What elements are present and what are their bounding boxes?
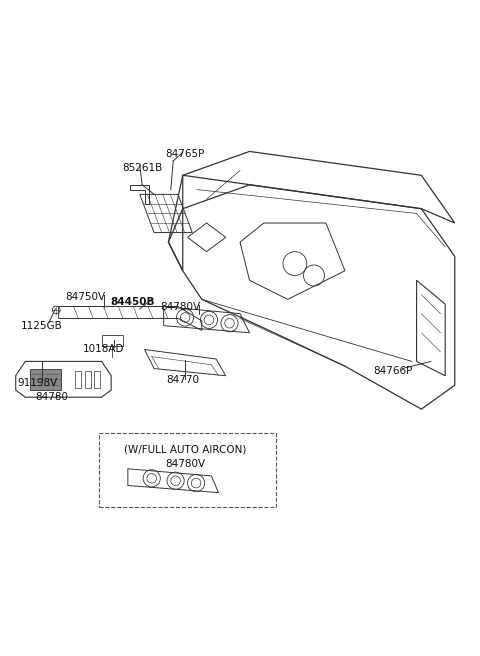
Text: 1018AD: 1018AD bbox=[83, 344, 125, 354]
Text: 1125GB: 1125GB bbox=[21, 321, 63, 331]
Bar bbox=[75, 371, 81, 388]
Bar bbox=[30, 369, 61, 390]
Text: 91198V: 91198V bbox=[17, 378, 57, 388]
Text: 84780V: 84780V bbox=[160, 302, 201, 312]
Text: 85261B: 85261B bbox=[122, 163, 162, 173]
Text: 84450B: 84450B bbox=[110, 297, 155, 307]
Text: 84780: 84780 bbox=[35, 392, 68, 402]
Text: 84750V: 84750V bbox=[65, 292, 105, 302]
Text: 84780V: 84780V bbox=[165, 459, 205, 469]
Text: 84765P: 84765P bbox=[166, 149, 205, 159]
Text: 84766P: 84766P bbox=[373, 366, 412, 376]
Text: 84770: 84770 bbox=[166, 375, 199, 386]
Bar bbox=[95, 371, 100, 388]
Bar bbox=[85, 371, 91, 388]
Text: (W/FULL AUTO AIRCON): (W/FULL AUTO AIRCON) bbox=[124, 445, 246, 455]
